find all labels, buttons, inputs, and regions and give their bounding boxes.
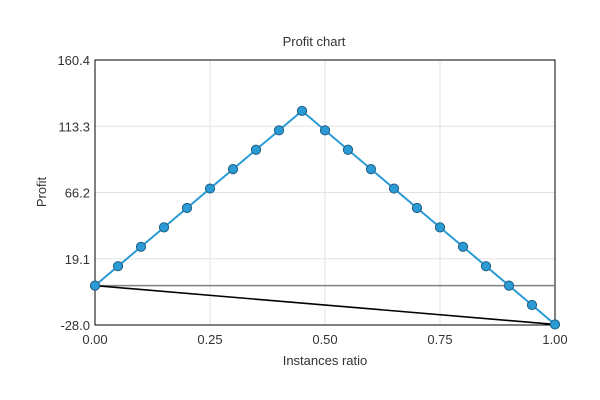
plot-border (94, 59, 556, 326)
data-point (296, 105, 308, 117)
data-point (227, 164, 239, 175)
y-tick-label: 66.2 (65, 186, 90, 201)
data-point (549, 319, 561, 330)
y-axis-ticks: -28.0 19.1 66.2 113.3 160.4 (57, 53, 90, 333)
data-point (250, 144, 262, 155)
data-point (526, 299, 538, 311)
chart-title: Profit chart (283, 34, 346, 49)
data-point (135, 241, 147, 252)
x-axis-ticks: 0.00 0.25 0.50 0.75 1.00 (82, 332, 567, 347)
data-point (319, 125, 331, 136)
x-tick-label: 0.75 (427, 332, 452, 347)
y-tick-label: 160.4 (57, 53, 90, 68)
data-point (342, 144, 354, 155)
baseline-line (94, 284, 556, 326)
y-tick-label: -28.0 (60, 318, 90, 333)
data-point (365, 164, 377, 175)
data-point (273, 125, 285, 136)
x-tick-label: 1.00 (542, 332, 567, 347)
data-point (112, 261, 124, 272)
data-point (434, 222, 446, 233)
data-point (457, 241, 469, 252)
data-point (503, 280, 515, 291)
x-axis-title: Instances ratio (283, 353, 368, 368)
data-point (388, 183, 400, 194)
y-tick-label: 19.1 (65, 252, 90, 267)
series-layer (89, 105, 561, 330)
data-point (89, 280, 101, 291)
y-tick-label: 113.3 (58, 119, 90, 134)
x-tick-label: 0.50 (312, 332, 337, 347)
x-tick-label: 0.00 (82, 332, 107, 347)
data-point (158, 222, 170, 233)
data-point (204, 183, 216, 194)
data-point (411, 202, 423, 214)
y-axis-title: Profit (34, 176, 49, 207)
data-point (480, 261, 492, 272)
data-point (181, 202, 193, 214)
x-tick-label: 0.25 (197, 332, 222, 347)
